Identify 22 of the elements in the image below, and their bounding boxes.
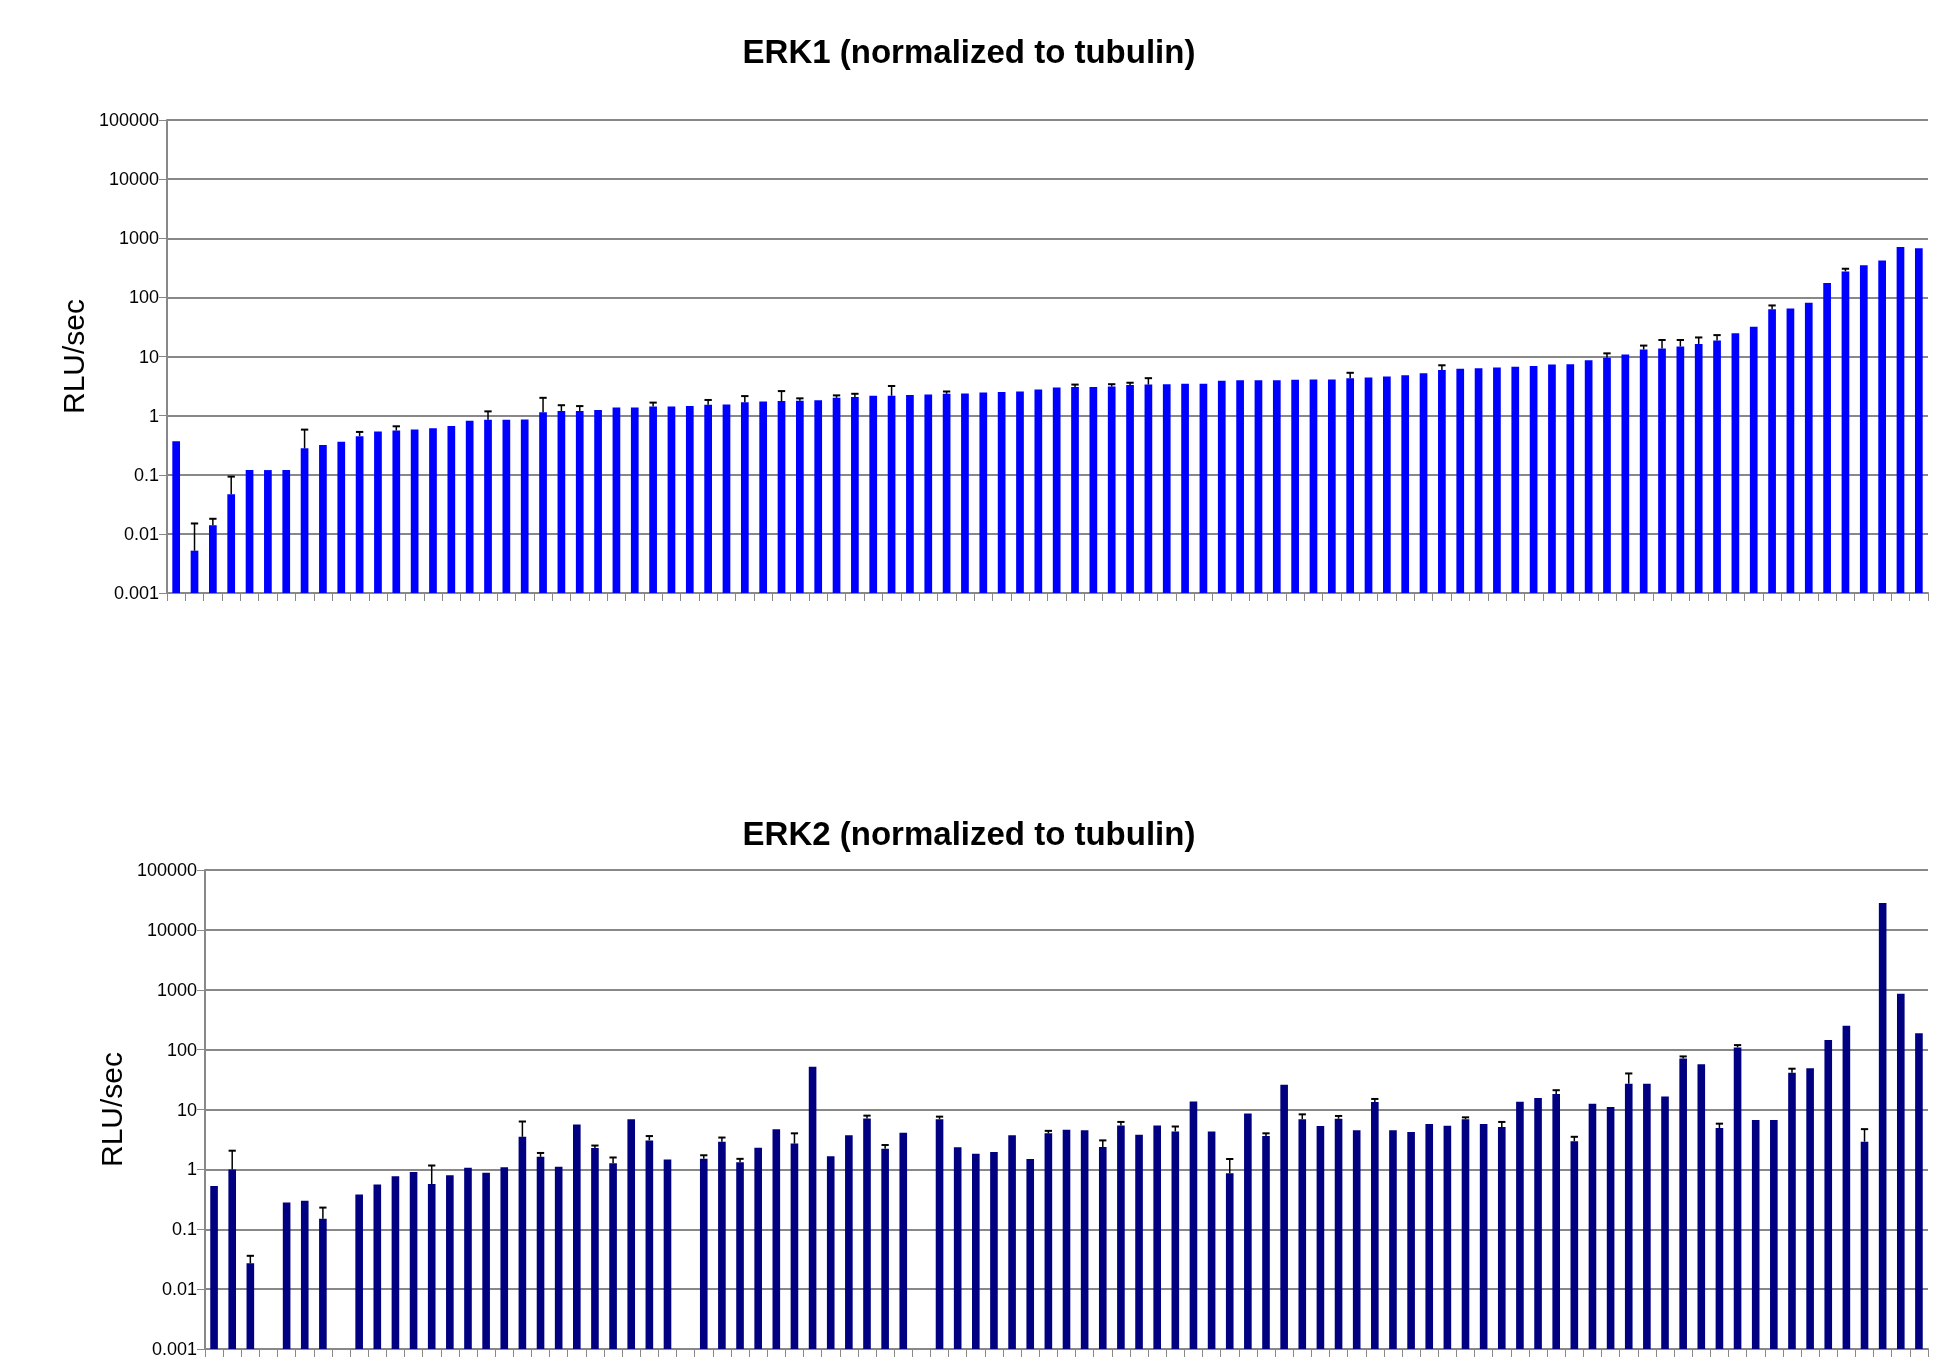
y-axis-title: RLU/sec bbox=[94, 1051, 128, 1168]
y-tick-label: 100 bbox=[128, 287, 159, 308]
y-tick-label: 0.001 bbox=[113, 583, 159, 603]
y-tick-label: 100000 bbox=[98, 110, 159, 130]
y-tick-label: 1000 bbox=[118, 228, 159, 249]
y-tick-label: 10000 bbox=[146, 919, 197, 940]
y-tick-label: 0.1 bbox=[133, 464, 159, 485]
y-tick-label: 100 bbox=[166, 1039, 197, 1060]
y-tick-label: 0.01 bbox=[123, 523, 159, 544]
y-tick-label: 0.001 bbox=[151, 1339, 197, 1359]
y-tick-label: 0.1 bbox=[171, 1219, 197, 1240]
chart-title: ERK1 (normalized to tubulin) bbox=[742, 33, 1196, 70]
y-axis-title: RLU/sec bbox=[56, 298, 90, 415]
y-tick-label: 100000 bbox=[136, 860, 197, 880]
y-tick-label: 1 bbox=[186, 1159, 197, 1180]
y-tick-label: 10000 bbox=[108, 169, 159, 190]
y-tick-label: 10 bbox=[176, 1099, 197, 1120]
y-tick-label: 1 bbox=[148, 405, 159, 426]
chart-title: ERK2 (normalized to tubulin) bbox=[742, 815, 1196, 852]
y-tick-label: 0.01 bbox=[161, 1279, 197, 1300]
y-tick-label: 10 bbox=[138, 346, 159, 367]
y-tick-label: 1000 bbox=[156, 979, 197, 1000]
